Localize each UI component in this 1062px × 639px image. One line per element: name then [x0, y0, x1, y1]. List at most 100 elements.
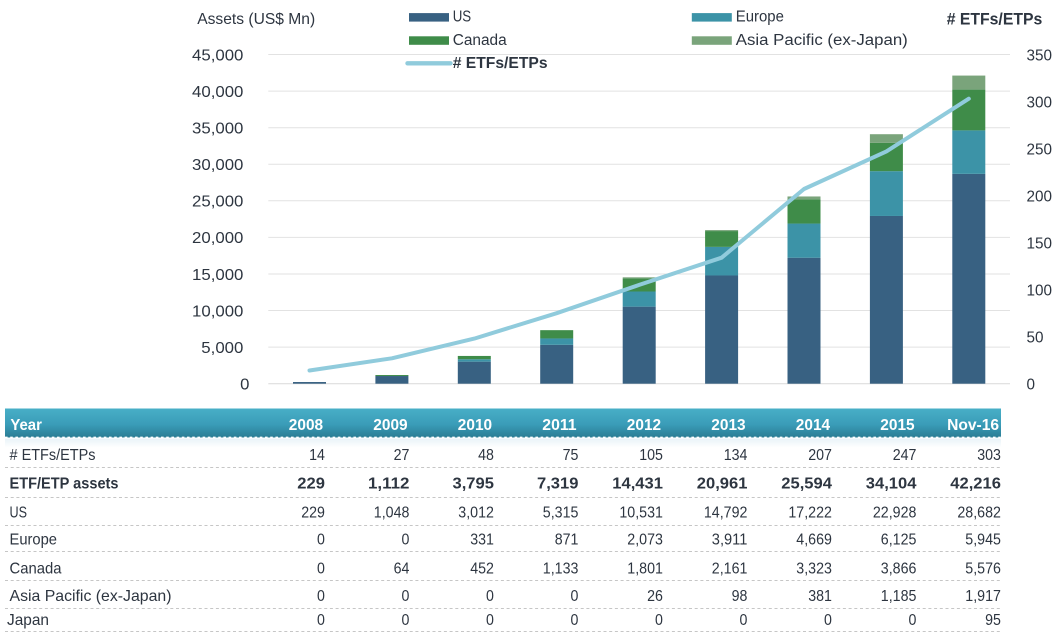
svg-text:0: 0 [571, 612, 579, 629]
svg-text:Europe: Europe [10, 532, 58, 549]
svg-text:350: 350 [1027, 47, 1053, 64]
svg-text:207: 207 [808, 447, 832, 464]
svg-text:17,222: 17,222 [788, 505, 832, 522]
svg-text:0: 0 [402, 588, 410, 605]
svg-text:3,911: 3,911 [712, 532, 748, 549]
svg-text:1,917: 1,917 [965, 588, 1001, 605]
svg-text:42,216: 42,216 [950, 475, 1001, 492]
svg-text:3,012: 3,012 [458, 505, 494, 522]
svg-text:2011: 2011 [542, 417, 576, 434]
svg-text:3,795: 3,795 [453, 475, 494, 492]
svg-text:US: US [10, 505, 28, 522]
svg-text:15,000: 15,000 [192, 267, 244, 284]
svg-text:0: 0 [240, 377, 249, 394]
svg-text:20,961: 20,961 [697, 475, 748, 492]
svg-text:0: 0 [486, 588, 494, 605]
svg-text:Asia Pacific (ex-Japan): Asia Pacific (ex-Japan) [10, 588, 172, 605]
svg-text:34,104: 34,104 [866, 475, 917, 492]
svg-text:331: 331 [470, 532, 494, 549]
svg-text:Year: Year [10, 417, 42, 434]
svg-text:2010: 2010 [458, 417, 492, 434]
svg-text:10,000: 10,000 [192, 303, 244, 320]
svg-text:25,000: 25,000 [192, 194, 244, 211]
svg-text:0: 0 [317, 560, 325, 577]
svg-text:229: 229 [297, 475, 325, 492]
svg-text:95: 95 [985, 612, 1001, 629]
svg-text:40,000: 40,000 [192, 84, 244, 101]
svg-text:Europe: Europe [736, 8, 784, 25]
svg-text:# ETFs/ETPs: # ETFs/ETPs [947, 11, 1043, 29]
svg-text:98: 98 [732, 588, 748, 605]
svg-text:5,945: 5,945 [965, 532, 1001, 549]
svg-text:2,073: 2,073 [627, 532, 663, 549]
svg-text:0: 0 [824, 612, 832, 629]
svg-text:Asia Pacific (ex-Japan): Asia Pacific (ex-Japan) [736, 32, 908, 49]
svg-text:20,000: 20,000 [192, 230, 244, 247]
svg-text:Nov-16: Nov-16 [947, 417, 999, 434]
svg-text:1,112: 1,112 [368, 475, 410, 492]
svg-text:2,161: 2,161 [712, 560, 748, 577]
svg-text:0: 0 [1027, 377, 1036, 394]
svg-text:1,048: 1,048 [374, 505, 410, 522]
svg-text:14,792: 14,792 [704, 505, 748, 522]
svg-text:0: 0 [402, 532, 410, 549]
svg-text:247: 247 [893, 447, 917, 464]
svg-text:0: 0 [317, 588, 325, 605]
svg-text:45,000: 45,000 [192, 47, 244, 64]
svg-text:2012: 2012 [627, 417, 661, 434]
svg-text:0: 0 [740, 612, 748, 629]
svg-text:50: 50 [1027, 330, 1044, 347]
svg-text:30,000: 30,000 [192, 157, 244, 174]
svg-text:0: 0 [909, 612, 917, 629]
svg-text:250: 250 [1027, 142, 1053, 159]
svg-text:0: 0 [317, 612, 325, 629]
svg-text:0: 0 [486, 612, 494, 629]
svg-text:2013: 2013 [711, 417, 745, 434]
svg-text:150: 150 [1027, 236, 1053, 253]
svg-text:2014: 2014 [796, 417, 830, 434]
svg-text:200: 200 [1027, 189, 1053, 206]
svg-text:3,866: 3,866 [881, 560, 917, 577]
svg-text:5,576: 5,576 [965, 560, 1001, 577]
svg-text:7,319: 7,319 [537, 475, 578, 492]
svg-text:# ETFs/ETPs: # ETFs/ETPs [453, 55, 548, 72]
svg-text:# ETFs/ETPs: # ETFs/ETPs [10, 447, 96, 464]
svg-text:25,594: 25,594 [781, 475, 832, 492]
svg-text:10,531: 10,531 [619, 505, 663, 522]
svg-text:0: 0 [655, 612, 663, 629]
svg-text:134: 134 [724, 447, 748, 464]
svg-text:871: 871 [555, 532, 579, 549]
svg-text:0: 0 [317, 532, 325, 549]
svg-text:5,000: 5,000 [201, 340, 243, 357]
svg-text:2015: 2015 [880, 417, 914, 434]
svg-text:Canada: Canada [10, 560, 62, 577]
svg-text:Assets (US$ Mn): Assets (US$ Mn) [197, 11, 315, 28]
svg-text:6,125: 6,125 [881, 532, 917, 549]
svg-text:35,000: 35,000 [192, 121, 244, 138]
svg-text:27: 27 [394, 447, 410, 464]
svg-text:26: 26 [647, 588, 663, 605]
svg-text:100: 100 [1027, 283, 1053, 300]
svg-text:381: 381 [808, 588, 832, 605]
svg-text:64: 64 [394, 560, 410, 577]
svg-text:Japan: Japan [7, 612, 49, 629]
svg-text:ETF/ETP assets: ETF/ETP assets [10, 475, 119, 492]
svg-text:22,928: 22,928 [873, 505, 917, 522]
svg-text:3,323: 3,323 [796, 560, 832, 577]
svg-text:1,801: 1,801 [627, 560, 663, 577]
svg-text:1,185: 1,185 [881, 588, 917, 605]
svg-text:75: 75 [563, 447, 579, 464]
svg-text:Canada: Canada [453, 32, 507, 49]
svg-text:28,682: 28,682 [957, 505, 1001, 522]
svg-text:2009: 2009 [373, 417, 407, 434]
svg-text:105: 105 [639, 447, 663, 464]
svg-text:452: 452 [470, 560, 494, 577]
svg-text:300: 300 [1027, 94, 1053, 111]
svg-text:US: US [453, 8, 472, 25]
svg-text:229: 229 [301, 505, 325, 522]
svg-text:14: 14 [309, 447, 325, 464]
svg-text:0: 0 [571, 588, 579, 605]
svg-text:1,133: 1,133 [543, 560, 579, 577]
svg-text:48: 48 [478, 447, 494, 464]
svg-text:0: 0 [402, 612, 410, 629]
